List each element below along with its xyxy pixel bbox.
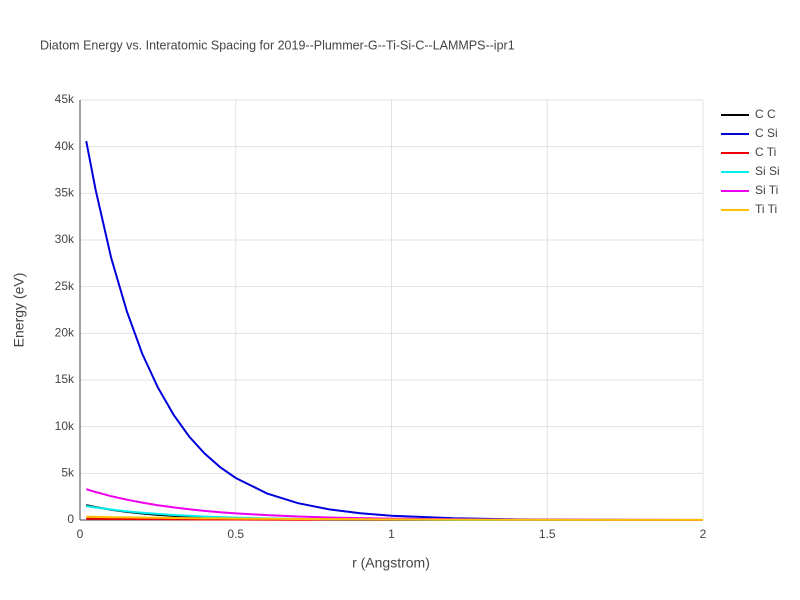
y-tick-label: 10k <box>55 419 75 433</box>
legend-label: Si Si <box>755 164 780 178</box>
y-tick-label: 45k <box>55 92 75 106</box>
legend-label: C Si <box>755 126 778 140</box>
legend-label: C Ti <box>755 145 776 159</box>
y-tick-label: 20k <box>55 326 75 340</box>
x-axis-title: r (Angstrom) <box>352 555 430 571</box>
x-tick-label: 0 <box>77 527 84 541</box>
legend-label: Si Ti <box>755 183 778 197</box>
series-line <box>86 515 704 521</box>
x-tick-label: 0.5 <box>227 527 244 541</box>
y-tick-label: 25k <box>55 279 75 293</box>
y-tick-label: 0 <box>67 512 74 526</box>
y-tick-label: 5k <box>61 466 75 480</box>
x-tick-label: 1.5 <box>539 527 556 541</box>
legend-label: C C <box>755 107 776 121</box>
y-tick-label: 40k <box>55 139 75 153</box>
y-tick-label: 30k <box>55 232 75 246</box>
chart-title: Diatom Energy vs. Interatomic Spacing fo… <box>40 38 515 52</box>
x-tick-label: 2 <box>700 527 707 541</box>
x-tick-label: 1 <box>388 527 395 541</box>
series-line <box>85 140 704 521</box>
y-tick-label: 35k <box>55 186 75 200</box>
y-axis-title: Energy (eV) <box>11 273 27 348</box>
y-tick-label: 15k <box>55 372 75 386</box>
legend-label: Ti Ti <box>755 202 777 216</box>
